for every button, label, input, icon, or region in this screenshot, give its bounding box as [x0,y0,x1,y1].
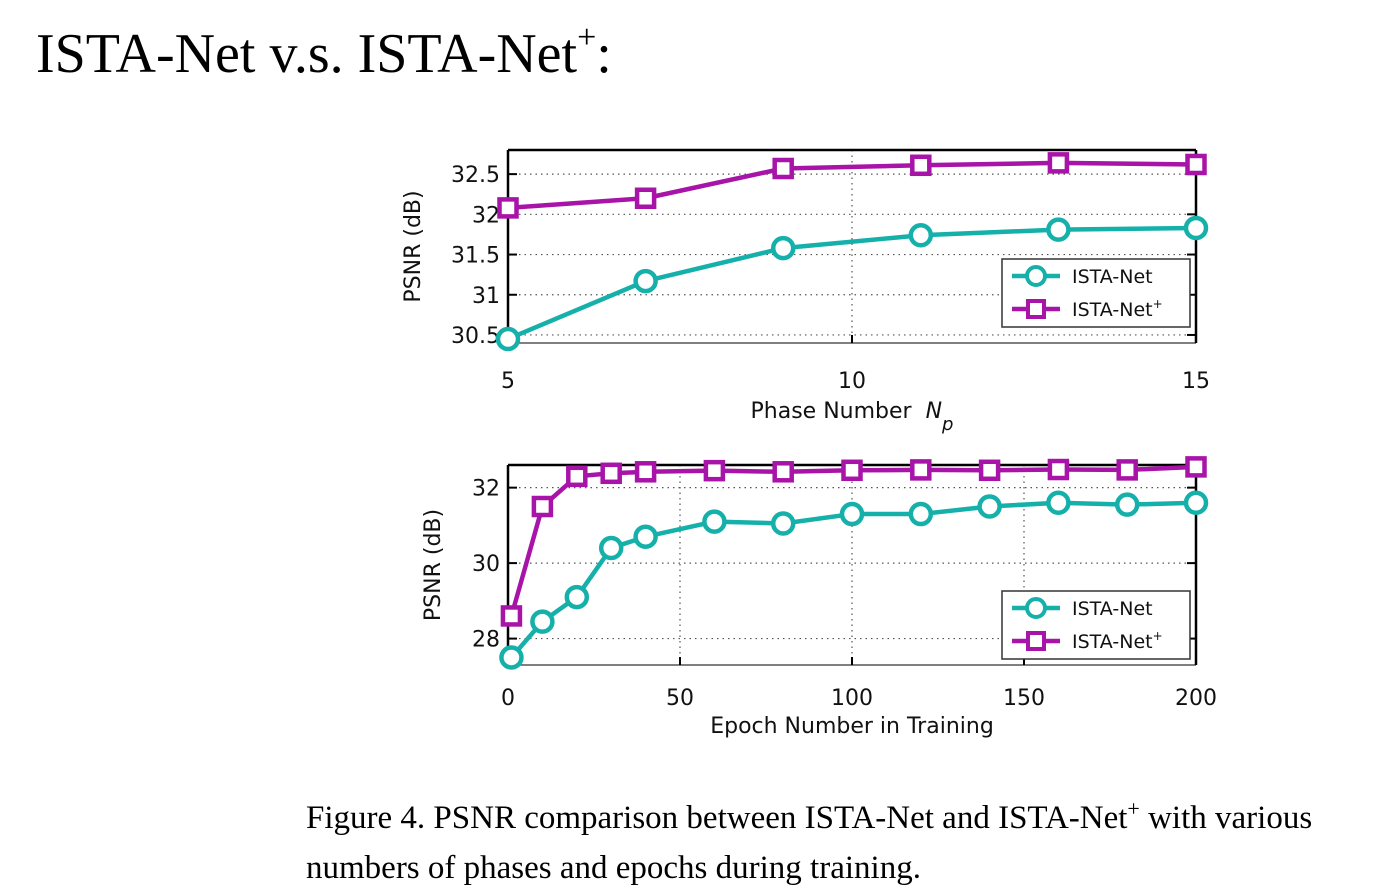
x-axis-label-subscript: p [941,414,953,435]
x-tick-label: 50 [666,686,694,711]
data-point-circle [1114,492,1140,517]
data-point-square [772,157,794,180]
data-point-square [566,465,588,488]
data-point-circle [633,268,658,294]
y-tick-label: 32 [472,203,500,228]
x-tick-label: 10 [838,369,866,394]
x-axis-label: Phase Number Np [751,399,954,435]
data-point-square [1185,153,1207,176]
legend-item: ISTA-Net+ [1012,297,1163,321]
data-point-circle [702,509,727,534]
legend-label: ISTA-Net+ [1072,297,1163,321]
legend-swatch-marker [1025,597,1047,619]
data-point-circle [1046,217,1071,242]
y-tick-label: 31 [472,284,500,309]
data-point-circle [633,524,658,549]
data-point-circle [908,222,934,248]
x-axis-label-text: Epoch Number in Training [710,714,994,739]
data-point-square [703,459,726,482]
data-point-square [1047,152,1070,174]
x-axis-label: Epoch Number in Training [710,714,994,739]
data-point-square [500,605,523,627]
x-tick-label: 5 [501,369,515,394]
data-point-circle [598,535,624,561]
slide-title-colon: : [596,23,612,85]
data-point-square [841,459,863,482]
slide-title-main: ISTA-Net v.s. ISTA-Net [36,23,578,85]
data-point-square [531,495,554,518]
slide-title: ISTA-Net v.s. ISTA-Net+: [36,19,612,86]
x-tick-label: 100 [831,686,873,711]
series-line [507,225,1197,342]
legend-label-superscript: + [1153,629,1163,643]
data-point-square [634,461,657,483]
figure-caption: Figure 4. PSNR comparison between ISTA-N… [306,784,1366,893]
series-ista-net-plus [497,152,1207,219]
y-axis-label: PSNR (dB) [421,509,446,621]
data-point-square [1047,458,1070,481]
data-point-circle [770,235,796,261]
data-point-circle [499,645,524,670]
legend-label: ISTA-Net [1072,598,1153,620]
data-point-circle [770,511,796,536]
data-point-circle [1183,215,1209,241]
x-axis-label-text: Phase Number [751,399,913,424]
x-tick-label: 150 [1003,686,1045,711]
legend-label-text: ISTA-Net [1072,299,1153,321]
data-point-square [910,459,932,481]
data-point-square [1116,459,1138,481]
slide-title-superscript: + [577,19,597,57]
y-axis-label: PSNR (dB) [401,190,426,302]
figure: 5 10 15 30.5 31 31.5 32 32.5 Phase Number Np PSNR … [401,148,1217,739]
y-tick-label: 30 [472,552,500,577]
legend-swatch-marker [1025,265,1047,287]
data-point-square [910,154,932,177]
legend-item: ISTA-Net+ [1012,629,1163,653]
chart-2: 0 50 100 150 200 28 30 32 Epoch Number in Traini… [421,456,1217,739]
data-point-circle [564,584,590,610]
data-point-circle [977,494,1002,519]
caption-superscript: + [1127,796,1140,821]
series-ista-net [499,490,1209,670]
legend-item: ISTA-Net [1012,265,1153,288]
y-tick-label: 32 [472,477,500,502]
data-point-square [600,462,622,485]
legend-item: ISTA-Net [1012,597,1153,620]
series-line [507,160,1197,211]
legend-swatch-marker [1026,631,1046,651]
x-tick-label: 0 [501,686,515,711]
caption-prefix: Figure 4. PSNR comparison between ISTA-N… [306,800,1128,836]
x-tick-label: 200 [1175,686,1217,711]
data-point-square [978,459,1001,482]
data-point-circle [530,609,555,634]
y-tick-label: 31.5 [451,244,500,269]
data-point-circle [839,501,865,527]
data-point-circle [1183,490,1209,515]
legend-label-superscript: + [1153,297,1163,311]
caption-suffix: with various numbers of phases and epoch… [306,800,1313,886]
data-point-square [772,461,794,483]
data-point-square [1185,456,1207,478]
legend-swatch-marker [1026,299,1046,319]
legend-label: ISTA-Net [1072,266,1153,288]
chart-1: 5 10 15 30.5 31 31.5 32 32.5 Phase Number Np PSNR … [401,148,1210,435]
data-point-square [497,197,519,219]
legend-label-text: ISTA-Net [1072,631,1153,653]
data-point-circle [908,501,934,527]
data-point-circle [1046,490,1071,515]
x-axis-label-symbol: N [926,399,942,424]
data-point-square [634,187,657,209]
legend-label: ISTA-Net+ [1072,629,1163,653]
data-point-circle [495,326,521,352]
y-tick-label: 28 [472,628,500,653]
y-tick-label: 30.5 [451,324,500,349]
series-ista-net [495,215,1209,352]
series-ista-net-plus [500,456,1207,627]
y-tick-label: 32.5 [451,163,500,188]
x-tick-label: 15 [1182,369,1210,394]
